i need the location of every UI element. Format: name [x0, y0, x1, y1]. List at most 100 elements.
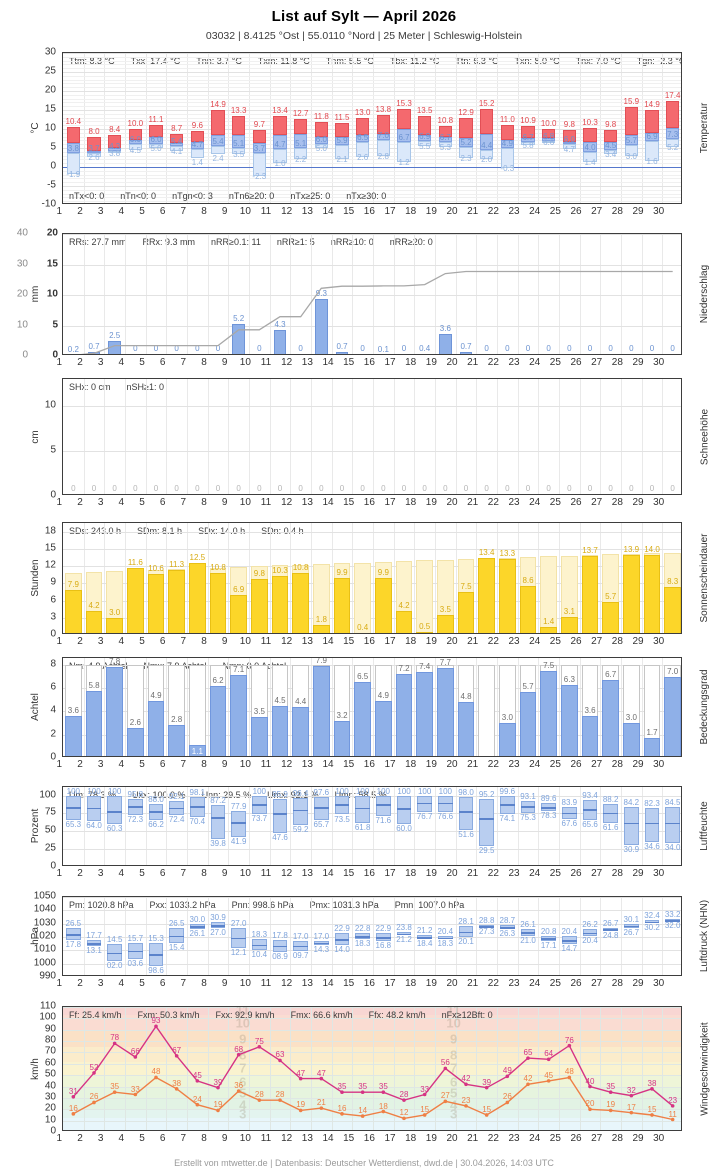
x-tick-label: 18	[405, 497, 417, 508]
x-tick-label: 4	[118, 206, 125, 217]
x-tick-label: 11	[260, 497, 272, 508]
grid-line-vertical	[83, 658, 85, 756]
grid-line-vertical	[187, 53, 188, 203]
pressure-mean-line	[127, 950, 143, 953]
grid-line-horizontal	[63, 549, 681, 550]
humidity-mean-line	[458, 811, 474, 813]
chart-title-niederschlag: Niederschlag	[699, 264, 710, 324]
temp-mean-label: 7.3	[667, 130, 679, 140]
pressure-max-label: 28.7	[499, 916, 516, 926]
y-tick-label-cumulative: 40	[16, 227, 28, 239]
x-tick-label: 17	[384, 868, 396, 879]
x-tick-label: 20	[446, 1133, 458, 1144]
temp-mean-bar	[335, 137, 349, 145]
humidity-max-label: 95.9	[272, 789, 288, 799]
y-tick-label: 1020	[33, 930, 56, 942]
wind-mean-label: 36	[234, 1081, 244, 1091]
x-tick-label: 18	[405, 759, 417, 770]
x-tick-label: 12	[281, 497, 293, 508]
wind-mean-label: 38	[172, 1078, 182, 1088]
pressure-mean-line	[65, 934, 81, 936]
temp-mean-bar	[624, 134, 639, 146]
humidity-box	[272, 798, 288, 833]
grid-line-vertical	[228, 1007, 230, 1130]
temp-min-bar	[211, 146, 225, 154]
grid-line-vertical	[435, 787, 436, 865]
pressure-max-label: 26.7	[602, 919, 619, 929]
humidity-box	[231, 811, 247, 838]
sun-label: 13.3	[499, 548, 516, 558]
grid-line-vertical	[517, 658, 519, 756]
pressure-max-label: 28.1	[458, 917, 474, 927]
temp-max-bar	[314, 122, 329, 137]
x-tick-label: 30	[653, 497, 665, 508]
temp-min-bar	[479, 150, 494, 160]
humidity-mean-line	[355, 807, 371, 810]
temp-min-bar	[128, 144, 143, 150]
pressure-min-label: 13.1	[86, 946, 102, 956]
sun-label: 6.9	[233, 585, 245, 595]
temp-max-label: 15.9	[623, 96, 640, 106]
x-tick-label: 7	[180, 206, 187, 217]
precip-label: 0.7	[88, 341, 100, 351]
stats-line-bottom-temp: nTx<0: 0 nTn<0: 0 nTgn<0: 3 nTn6≥20: 0 nTx≥2…	[69, 191, 402, 201]
x-tick-label: 7	[180, 497, 187, 508]
x-tick-label: 21	[467, 357, 479, 368]
temp-mean-bar	[107, 148, 122, 151]
humidity-mean-line	[231, 822, 247, 824]
y-tick-label: 90	[44, 1023, 56, 1035]
precip-label: 0.7	[336, 341, 348, 351]
pressure-max-label: 21.2	[416, 926, 433, 936]
stat-item: Uxx: 100.0 %	[132, 790, 186, 800]
pressure-max-label: 20.8	[540, 926, 557, 936]
y-tick-label-bars: 0	[52, 349, 58, 361]
x-tick-label: 30	[653, 636, 665, 647]
x-tick-label: 21	[467, 868, 479, 879]
sun-actual-bar	[581, 556, 599, 633]
sun-actual-bar	[313, 624, 330, 633]
humidity-box	[644, 808, 660, 843]
grid-line-vertical	[207, 234, 209, 354]
temp-min-bar	[500, 148, 515, 169]
sun-actual-bar	[375, 578, 392, 633]
grid-line-horizontal	[63, 950, 681, 951]
grid-line-minor	[63, 144, 681, 146]
cloud-value-bar	[313, 666, 330, 756]
pressure-mean-line	[189, 926, 205, 928]
stats-line-niederschlag: RRs: 27.7 mm RRx: 9.3 mm nRR≥0.1: 11 nRR≥1:…	[69, 237, 449, 247]
temp-mean-bar	[169, 143, 184, 147]
sun-label: 7.9	[67, 579, 79, 589]
temp-mean-bar	[397, 129, 411, 142]
x-tick-label: 4	[118, 497, 125, 508]
x-tick-label: 8	[201, 357, 207, 368]
grid-line-vertical	[331, 234, 333, 354]
grid-line-vertical	[662, 787, 664, 865]
grid-line-vertical	[393, 1007, 395, 1130]
humidity-mean-line	[396, 808, 412, 810]
x-tick-label: 19	[425, 206, 437, 217]
x-tick-label: 26	[570, 357, 582, 368]
x-tick-label: 14	[322, 497, 334, 508]
x-tick-label: 19	[425, 636, 437, 647]
beaufort-scale-number: 11	[446, 1006, 461, 1018]
pressure-mean-line	[355, 936, 371, 938]
sun-label: 5.7	[605, 592, 617, 602]
grid-line-vertical	[352, 658, 354, 756]
pressure-box	[231, 927, 247, 948]
wind-max-label: 23	[668, 1095, 678, 1105]
y-tick-label: 1050	[33, 890, 56, 902]
grid-line-vertical	[455, 787, 457, 865]
grid-line-vertical	[125, 658, 126, 756]
temp-mean-bar	[211, 134, 225, 147]
temp-min-bar	[231, 147, 246, 154]
chart-title-luftfeuchte: Luftfeuchte	[699, 801, 710, 851]
x-tick-label: 29	[632, 636, 644, 647]
grid-line-vertical	[187, 523, 188, 633]
humidity-max-label: 100	[397, 786, 411, 796]
grid-line-minor	[63, 136, 681, 138]
y-tick-label: 40	[44, 1080, 56, 1092]
wind-mean-label: 18	[378, 1101, 388, 1111]
temp-min-bar	[293, 147, 308, 159]
pressure-mean-line	[210, 925, 226, 927]
grid-line-vertical	[290, 658, 292, 756]
